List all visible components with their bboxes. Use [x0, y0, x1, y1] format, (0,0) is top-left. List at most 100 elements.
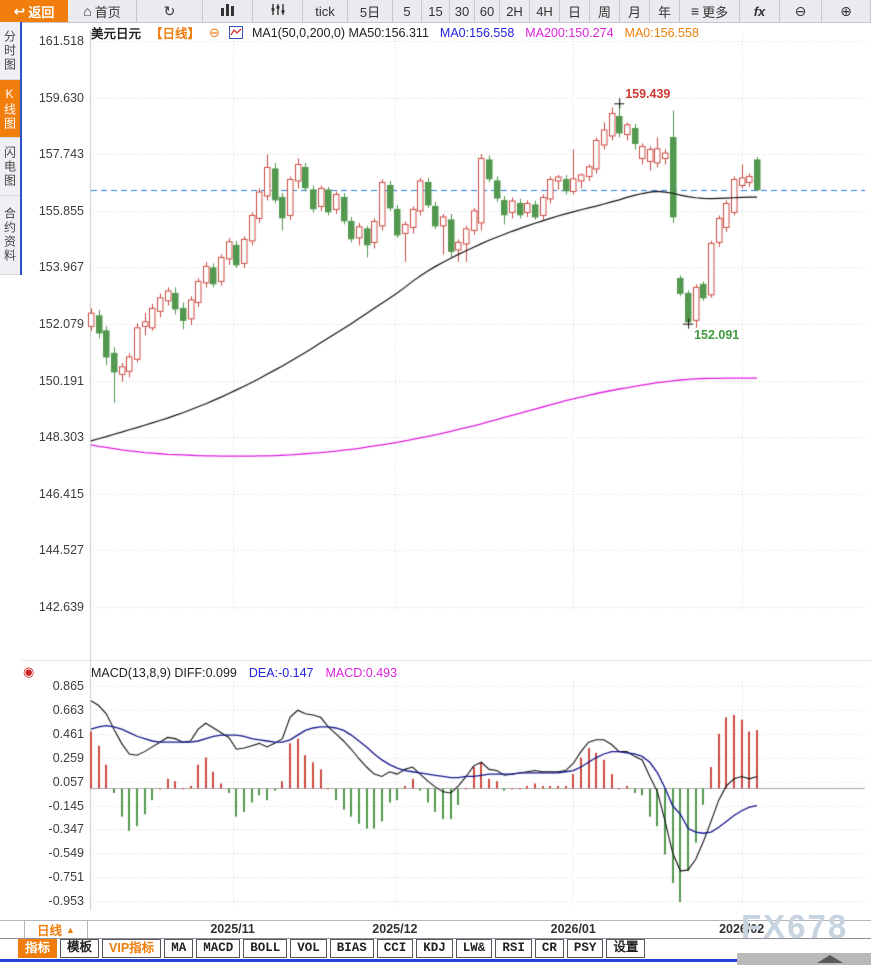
tab-cci[interactable]: CCI: [376, 939, 414, 958]
macd-tick: -0.549: [48, 846, 84, 861]
interval-tick-button[interactable]: tick: [303, 0, 348, 22]
tab-kdj[interactable]: KDJ: [416, 939, 453, 958]
zoom-out-button[interactable]: ⊖: [780, 0, 822, 22]
interval-15-button-label: 15: [428, 3, 443, 19]
interval-5-button[interactable]: 5: [393, 0, 422, 22]
interval-30-button-label: 30: [454, 3, 470, 19]
interval-week-button[interactable]: 周: [590, 0, 620, 22]
interval-year-button[interactable]: 年: [650, 0, 680, 22]
tab-indicators[interactable]: 指标: [18, 939, 58, 958]
tab-boll[interactable]: BOLL: [243, 939, 288, 958]
zoom-out-icon: ⊖: [794, 3, 807, 19]
refresh-icon: ↻: [163, 3, 176, 19]
macd-tick: 0.865: [52, 679, 84, 693]
tab-macd[interactable]: MACD: [196, 939, 241, 958]
value-segment: MACD:0.493: [325, 666, 398, 680]
fx-button[interactable]: fx: [740, 0, 780, 22]
tab-ma[interactable]: MA: [164, 939, 194, 958]
price-tick: 161.518: [38, 34, 84, 48]
interval-2h-button[interactable]: 2H: [500, 0, 530, 22]
macd-tick: 0.057: [52, 774, 84, 789]
value-segment: MA0:156.558: [624, 25, 699, 40]
price-tick: 159.630: [38, 90, 84, 105]
interval-month-button-label: 月: [627, 4, 641, 20]
period-tag: 【日线】: [150, 27, 201, 41]
price-tick: 155.855: [38, 203, 84, 218]
tab-lw[interactable]: LW&: [455, 939, 493, 958]
value-segment: DEA:-0.147: [248, 666, 314, 680]
macd-tick: 0.663: [52, 702, 84, 717]
interval-60-button[interactable]: 60: [475, 0, 500, 22]
home-icon: ⌂: [83, 3, 92, 19]
price-tick: 157.743: [38, 147, 84, 162]
more-button[interactable]: ≡ 更多: [680, 0, 740, 22]
period-selector[interactable]: 日线 ▲: [24, 921, 88, 938]
ma-values: MA1(50,0,200,0) MA50:156.311 MA0:156.558 M…: [252, 26, 699, 40]
value-segment: MA1(50,0,200,0) MA50:156.311: [251, 25, 429, 40]
sidebar-item-flash-chart[interactable]: 闪电图: [0, 138, 20, 196]
interval-4h-button[interactable]: 4H: [530, 0, 560, 22]
zoom-in-icon: ⊕: [840, 3, 852, 19]
indicator-tab-bar: 指标 模板 VIP指标 MA MACD BOLL VOL BIAS CCI KDJ LW& RSI CR…: [18, 939, 646, 958]
interval-tick-button-label: tick: [315, 3, 335, 19]
macd-tick: 0.259: [52, 750, 84, 765]
interval-4h-button-label: 4H: [536, 3, 553, 19]
interval-month-button[interactable]: 月: [620, 0, 650, 22]
back-button[interactable]: ↩ 返回: [0, 0, 68, 22]
bottom-accent-line: [0, 959, 871, 962]
zoom-in-button[interactable]: ⊕: [822, 0, 871, 22]
back-arrow-icon: ↩: [13, 3, 26, 19]
sidebar-item-kline-chart[interactable]: K线图: [0, 80, 20, 138]
value-segment: MA200:150.274: [525, 25, 614, 40]
tab-rsi[interactable]: RSI: [495, 939, 532, 958]
home-button[interactable]: ⌂ 首页: [68, 0, 137, 22]
macd-target-icon[interactable]: ◉: [23, 664, 35, 679]
interval-week-button-label: 周: [597, 4, 611, 20]
sidebar-item-contract-info[interactable]: 合约资料: [0, 196, 20, 275]
interval-day-button-label: 日: [567, 4, 581, 20]
chart-header: 美元日元 【日线】 ⊖ MA1(50,0,200,0) MA50:156.311…: [91, 23, 699, 42]
line-chart-box-icon: [228, 26, 243, 39]
chart-type-sidebar: 分时图 K线图 闪电图 合约资料: [0, 22, 22, 275]
sidebar-item-time-chart[interactable]: 分时图: [0, 22, 20, 80]
tab-cr[interactable]: CR: [534, 939, 564, 958]
x-axis-label: 2026/01: [550, 922, 596, 936]
back-button-label: 返回: [28, 4, 55, 20]
home-button-label: 首页: [94, 4, 121, 20]
kline-chart-button[interactable]: [203, 0, 253, 22]
x-axis-label: 2025/11: [210, 922, 255, 936]
interval-15-button[interactable]: 15: [422, 0, 450, 22]
collapse-icon[interactable]: ⊖: [209, 24, 220, 40]
high-price-annotation: 159.439: [625, 87, 671, 102]
interval-60-button-label: 60: [479, 3, 495, 19]
value-segment: MA0:156.558: [439, 25, 515, 40]
value-segment: MACD(13,8,9) DIFF:0.099: [91, 666, 237, 680]
top-toolbar: ↩ 返回 ⌂ 首页 ↻ tick 5日 5 15 30 60 2H 4H 日周月年 ≡ 更多 fx ⊖ ⊕: [0, 0, 871, 23]
tick-bars-icon: [270, 3, 286, 19]
tab-settings[interactable]: 设置: [606, 939, 646, 958]
x-axis-label: 2026/02: [719, 922, 765, 936]
interval-5d-button[interactable]: 5日: [348, 0, 393, 22]
price-tick: 150.191: [38, 373, 84, 388]
tab-bias[interactable]: BIAS: [329, 939, 374, 958]
price-tick: 153.967: [38, 260, 84, 275]
x-axis-band: 日线 ▲ 2025/11 2025/12 2026/01 2026/02: [0, 920, 871, 939]
tab-vol[interactable]: VOL: [290, 939, 327, 958]
macd-tick: -0.145: [48, 798, 84, 813]
tab-templates[interactable]: 模板: [60, 939, 100, 958]
price-tick: 144.527: [38, 543, 84, 558]
panel-expander[interactable]: [737, 953, 871, 965]
x-axis-label: 2025/12: [372, 922, 418, 936]
macd-tick: -0.751: [48, 870, 84, 885]
more-button-label: 更多: [702, 4, 729, 20]
interval-5d-button-label: 5日: [359, 4, 381, 20]
interval-30-button[interactable]: 30: [450, 0, 475, 22]
tab-psy[interactable]: PSY: [566, 939, 604, 958]
interval-day-button[interactable]: 日: [560, 0, 590, 22]
tab-vip-indicators[interactable]: VIP指标: [102, 939, 162, 958]
refresh-button[interactable]: ↻: [137, 0, 203, 22]
volume-bars-button[interactable]: [253, 0, 303, 22]
triangle-up-icon: [817, 955, 843, 963]
